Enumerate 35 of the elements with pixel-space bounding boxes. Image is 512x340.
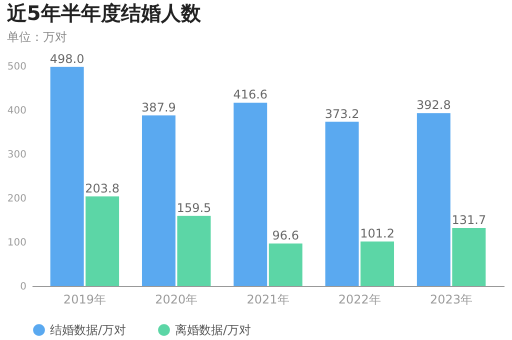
chart-title: 近5年半年度结婚人数 [6, 0, 202, 25]
y-tick-label: 300 [7, 150, 26, 160]
x-tick-label: 2021年 [246, 292, 290, 306]
x-tick-label: 2019年 [63, 292, 106, 306]
x-tick-label: 2023年 [430, 292, 473, 306]
chart-subtitle: 单位：万对 [6, 30, 67, 44]
legend-label: 离婚数据/万对 [175, 323, 252, 337]
data-label: 101.2 [360, 226, 394, 240]
data-label: 416.6 [233, 88, 268, 102]
x-tick-label: 2020年 [155, 292, 198, 306]
data-label: 387.9 [142, 100, 176, 114]
y-tick-label: 0 [20, 282, 26, 292]
bar [234, 102, 268, 286]
bar [325, 122, 359, 286]
y-tick-label: 400 [7, 106, 26, 116]
bar [452, 228, 486, 286]
data-label: 203.8 [85, 181, 120, 196]
bar [268, 243, 302, 286]
bar [50, 66, 84, 286]
data-label: 131.7 [452, 213, 486, 228]
y-tick-label: 500 [7, 62, 26, 72]
legend-label: 结婚数据/万对 [50, 323, 126, 337]
y-tick-label: 100 [7, 238, 26, 248]
y-tick-label: 200 [7, 194, 26, 204]
data-label: 498.0 [50, 52, 84, 66]
data-label: 96.6 [272, 228, 299, 242]
data-label: 392.8 [416, 98, 451, 112]
bar [360, 241, 394, 286]
x-tick-label: 2022年 [338, 292, 381, 306]
bar [416, 113, 450, 286]
data-label: 159.5 [176, 200, 212, 215]
bar [142, 115, 176, 286]
data-label: 373.2 [324, 106, 360, 121]
bar [177, 216, 211, 286]
bar [86, 196, 120, 286]
